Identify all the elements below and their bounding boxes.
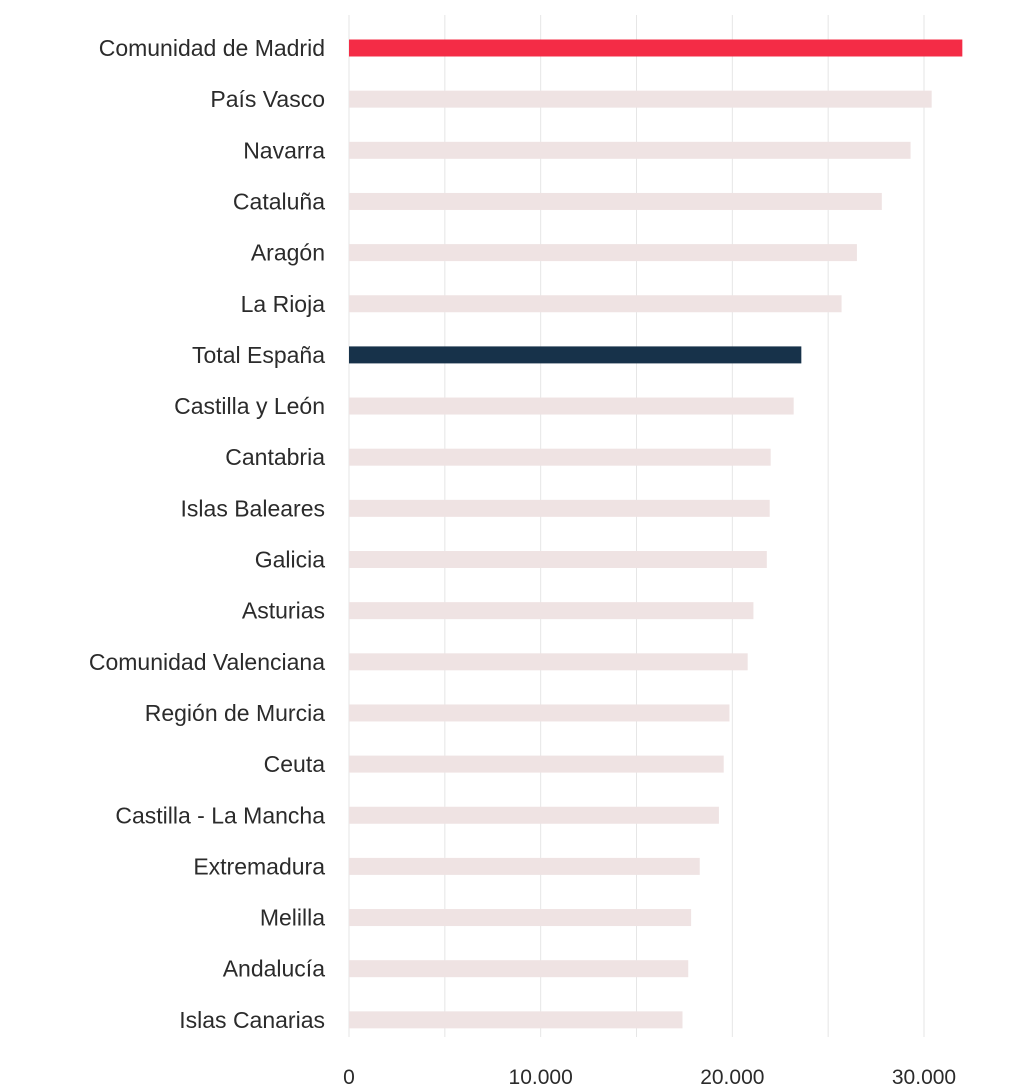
bar [349,295,842,313]
category-label: Cataluña [233,188,325,214]
bar [349,755,724,773]
category-label: Castilla - La Mancha [115,802,325,828]
category-label: País Vasco [210,86,325,112]
category-label: Andalucía [223,956,326,982]
category-label: Navarra [243,137,325,163]
category-label: Galicia [255,547,326,573]
bar [349,39,963,57]
bar [349,960,689,978]
category-label: Comunidad de Madrid [99,35,325,61]
category-label: Islas Baleares [181,495,325,521]
category-label: Región de Murcia [145,700,325,726]
category-labels: Comunidad de Madrid País Vasco Navarra Cata… [89,35,325,1033]
bar [349,551,767,568]
bar [349,141,911,159]
bar [349,499,770,517]
category-label: Islas Canarias [179,1007,325,1033]
category-label: Comunidad Valenciana [89,649,325,675]
category-label: Castilla y León [174,393,325,419]
bar [349,653,748,671]
bar [349,448,771,466]
category-label: Total España [192,342,325,368]
category-label: Ceuta [264,751,326,777]
bar [349,397,794,415]
category-label: Extremadura [193,853,325,879]
bar [349,857,700,875]
x-axis-tick-labels: 0 10.000 20.000 30.000 [343,1066,956,1089]
category-label: Aragón [251,240,325,266]
bar [349,806,719,824]
category-label: Melilla [260,905,325,931]
bar [349,244,857,262]
bar [349,192,882,210]
bar [349,602,754,620]
bars [349,39,963,1029]
x-tick-label: 0 [343,1066,355,1089]
x-tick-label: 30.000 [892,1066,956,1089]
x-tick-label: 20.000 [700,1066,764,1089]
bar [349,346,802,364]
category-label: La Rioja [241,291,326,317]
bar [349,90,932,108]
bar [349,909,692,927]
x-tick-label: 10.000 [509,1066,573,1089]
bar [349,704,730,722]
category-label: Asturias [242,598,325,624]
bar [349,1011,683,1029]
grid-lines [348,15,925,1037]
category-label: Cantabria [225,444,325,470]
